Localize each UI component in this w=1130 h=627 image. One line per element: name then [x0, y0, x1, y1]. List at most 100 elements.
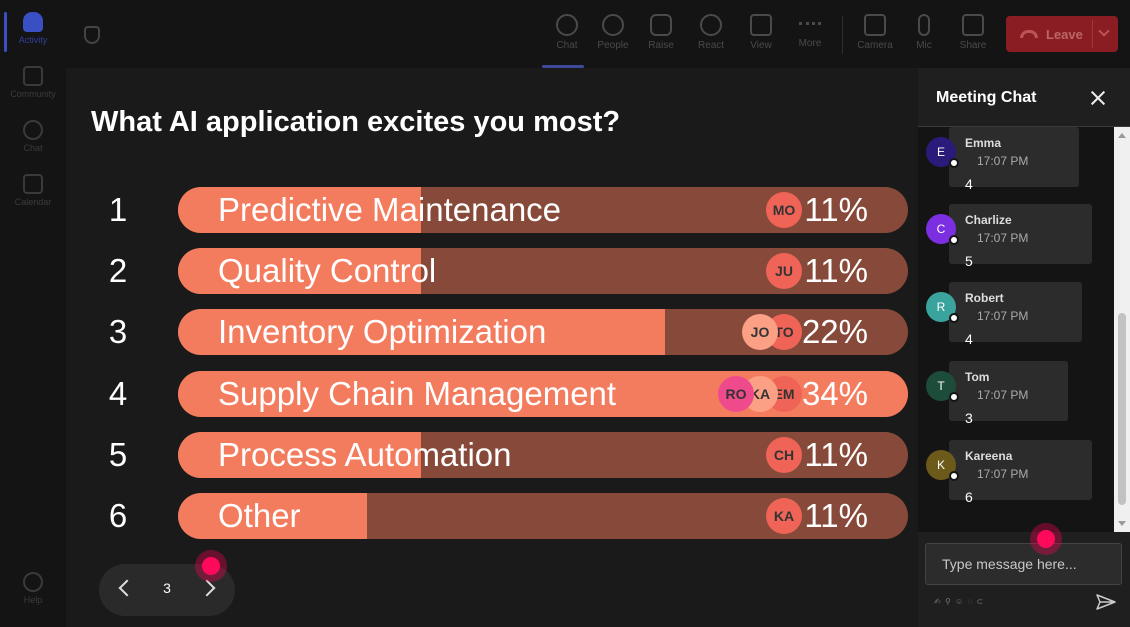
rail-item-community[interactable]: Community	[0, 66, 66, 99]
rail-item-help[interactable]: Help	[0, 572, 66, 605]
send-icon[interactable]	[1096, 594, 1116, 610]
leave-button[interactable]: Leave	[1006, 16, 1118, 52]
poll-option-percent: 22%	[801, 313, 868, 350]
poll-option-label: Supply Chain Management	[218, 375, 617, 412]
chat-scrollbar[interactable]	[1114, 127, 1130, 532]
emoji-icon[interactable]: ☺	[955, 597, 965, 606]
chat-message-list: Emma 17:07 PM 4 E Charlize 17:07 PM 5 C …	[918, 127, 1114, 532]
message-text: 6	[965, 489, 973, 505]
scrollbar-thumb[interactable]	[1118, 313, 1126, 505]
more-button-label: More	[798, 38, 822, 49]
rail-item-label: Chat	[23, 143, 43, 153]
share-icon	[962, 14, 984, 36]
smiley-icon	[700, 14, 722, 36]
poll-option-bar: Process Automation CH 11%	[178, 432, 908, 478]
poll-option-bar-fill	[178, 248, 421, 294]
view-button[interactable]: View	[736, 8, 786, 64]
calendar-icon	[23, 174, 43, 194]
scroll-down-arrow-icon[interactable]	[1118, 521, 1126, 526]
poll-option-bar: Other KA 11%	[178, 493, 908, 539]
camera-button[interactable]: Camera	[850, 8, 900, 64]
sender-name: Emma	[965, 136, 1002, 150]
phone-hangup-icon	[1020, 30, 1038, 38]
close-icon[interactable]	[1090, 90, 1106, 106]
chevron-down-icon[interactable]	[1098, 25, 1110, 37]
raise-hand-button[interactable]: Raise	[636, 8, 686, 64]
attach-icon[interactable]: ⚲	[944, 597, 952, 606]
presence-dot	[949, 235, 959, 245]
rail-item-calendar[interactable]: Calendar	[0, 174, 66, 207]
view-button-label: View	[750, 40, 772, 51]
sender-name: Tom	[965, 370, 990, 384]
rail-item-label: Activity	[18, 35, 48, 45]
message-text: 4	[965, 331, 973, 347]
pointer-cursor-indicator	[1030, 523, 1062, 555]
share-button-label: Share	[959, 40, 987, 51]
chat-bubble: Kareena 17:07 PM 6	[949, 440, 1092, 505]
rail-item-activity[interactable]: Activity	[0, 12, 66, 52]
message-time: 17:07 PM	[977, 154, 1029, 168]
poll-option-row: 3 Inventory Optimization JO TO 22%	[66, 309, 918, 355]
people-button-label: People	[597, 40, 629, 51]
mic-icon	[918, 14, 930, 36]
rail-item-label: Help	[23, 595, 43, 605]
poll-option-bar: Predictive Maintenance MO 11%	[178, 187, 908, 233]
presence-dot	[949, 313, 959, 323]
pointer-cursor-indicator	[195, 550, 227, 582]
chat-message: Robert 17:07 PM 4 R	[918, 282, 1114, 347]
poll-option-bar-fill	[178, 432, 421, 478]
chat-button[interactable]: Chat	[542, 8, 592, 68]
poll-option-percent: 11%	[804, 191, 868, 228]
poll-option-bar: Quality Control JU 11%	[178, 248, 908, 294]
format-icon[interactable]: ✍	[934, 597, 942, 606]
chat-message-input[interactable]	[925, 543, 1122, 585]
mic-button[interactable]: Mic	[899, 8, 949, 64]
poll-option-row: 1 Predictive Maintenance MO 11%	[66, 187, 918, 233]
bell-icon	[23, 12, 43, 32]
react-button[interactable]: React	[686, 8, 736, 64]
chat-divider	[918, 126, 1130, 127]
toolbar-divider	[842, 16, 843, 54]
more-button[interactable]: More	[785, 8, 835, 64]
camera-icon	[864, 14, 886, 36]
poll-option-bar: Supply Chain Management RO KA EM 34%	[178, 371, 908, 417]
page-number: 3	[163, 580, 171, 596]
message-time: 17:07 PM	[977, 467, 1029, 481]
poll-option-row: 5 Process Automation CH 11%	[66, 432, 918, 478]
avatar: R	[926, 292, 959, 323]
voter-avatars: JO TO	[742, 314, 802, 350]
shield-icon	[84, 26, 100, 44]
poll-option-rank: 3	[108, 313, 128, 350]
avatar-initial: K	[936, 458, 945, 472]
chat-message: Tom 17:07 PM 3 T	[918, 361, 1114, 426]
voter-avatars: KA	[766, 498, 802, 534]
rail-item-chat[interactable]: Chat	[0, 120, 66, 153]
sticker-icon[interactable]: ⊂	[976, 597, 985, 606]
chat-title: Meeting Chat	[936, 89, 1037, 106]
chat-icon	[23, 120, 43, 140]
chat-bubble: Emma 17:07 PM 4	[949, 127, 1079, 192]
poll-option-label: Quality Control	[218, 252, 437, 289]
poll-option-bar-fill	[178, 187, 421, 233]
chevron-right-icon[interactable]	[198, 579, 216, 597]
chat-bubble: Robert 17:07 PM 4	[949, 282, 1082, 347]
leave-button-label: Leave	[1046, 26, 1083, 42]
scroll-up-arrow-icon[interactable]	[1118, 133, 1126, 138]
poll-option-rank: 6	[108, 497, 128, 534]
people-button[interactable]: People	[588, 8, 638, 64]
rail-item-label: Community	[10, 89, 56, 99]
avatar-initial: E	[936, 145, 945, 159]
share-button[interactable]: Share	[948, 8, 998, 64]
avatar: T	[926, 371, 959, 402]
avatar: E	[926, 137, 959, 168]
grid-icon	[750, 14, 772, 36]
poll-option-row: 6 Other KA 11%	[66, 493, 918, 539]
gif-icon[interactable]: ◌	[967, 597, 974, 606]
poll-results: What AI application excites you most? 1 …	[66, 68, 918, 627]
raise-button-label: Raise	[648, 40, 674, 51]
chevron-left-icon[interactable]	[118, 579, 136, 597]
poll-option-bar-fill	[178, 493, 367, 539]
poll-option-percent: 11%	[804, 436, 868, 473]
poll-option-label: Predictive Maintenance	[218, 191, 562, 228]
formatting-tools[interactable]: ✍ ⚲ ☺ ◌ ⊂	[934, 597, 984, 606]
